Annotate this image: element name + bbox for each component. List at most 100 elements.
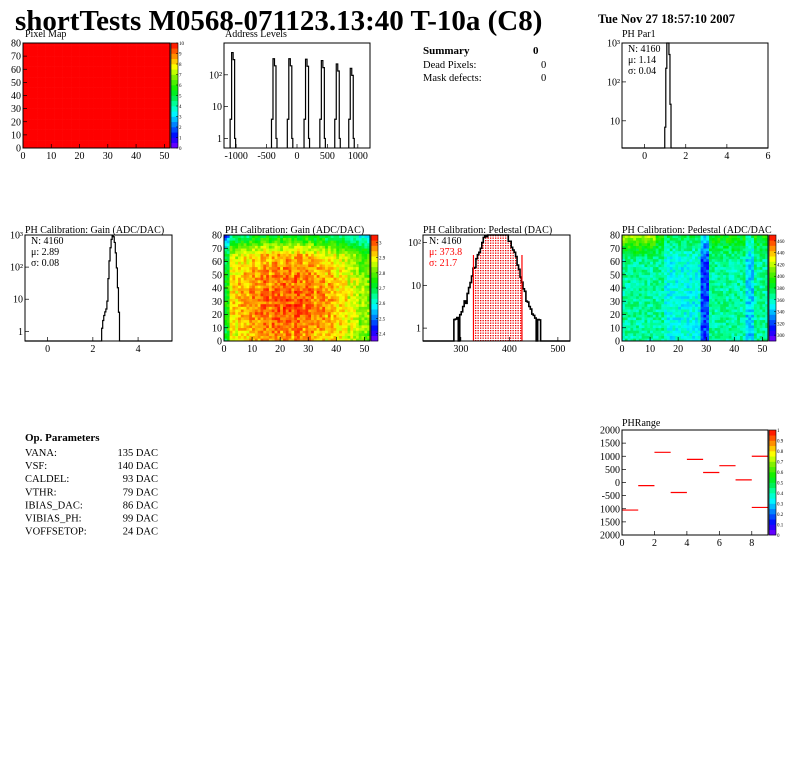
colorbar-tick-label: 2 [179, 126, 182, 131]
heatmap-cell [235, 269, 239, 273]
x-tick-label: 30 [303, 344, 313, 355]
heatmap-cell [88, 140, 92, 144]
heatmap-cell [28, 134, 32, 138]
heatmap-cell [257, 290, 261, 294]
heatmap-cell [68, 98, 72, 102]
heatmap-cell [271, 335, 275, 339]
heatmap-cell [358, 327, 362, 331]
heatmap-cell [243, 277, 247, 281]
heatmap-cell [45, 74, 49, 78]
heatmap-cell [34, 98, 38, 102]
heatmap-cell [113, 77, 117, 81]
heatmap-cell [28, 132, 32, 136]
heatmap-cell [661, 309, 665, 313]
heatmap-cell [76, 85, 80, 88]
heatmap-cell [226, 290, 230, 294]
heatmap-cell [243, 242, 247, 246]
heatmap-cell [282, 280, 287, 283]
heatmap-cell [243, 258, 247, 262]
heatmap-cell [322, 280, 326, 283]
heatmap-cell [235, 298, 239, 302]
heatmap-cell [254, 266, 258, 270]
heatmap-cell [650, 277, 654, 281]
heatmap-cell [127, 85, 131, 88]
heatmap-cell [93, 124, 97, 128]
heatmap-cell [297, 322, 301, 326]
heatmap-cell [48, 127, 52, 130]
heatmap-cell [252, 285, 256, 289]
heatmap-cell [99, 98, 103, 102]
heatmap-cell [85, 108, 89, 112]
heatmap-cell [277, 280, 281, 283]
colorbar-segment [171, 100, 178, 107]
heatmap-cell [93, 116, 97, 120]
heatmap-cell [355, 333, 360, 336]
heatmap-cell [277, 235, 281, 238]
heatmap-cell [167, 127, 171, 130]
heatmap-cell [62, 95, 66, 99]
heatmap-cell [82, 61, 86, 65]
heatmap-cell [110, 50, 114, 54]
heatmap-cell [37, 82, 41, 86]
heatmap-cell [138, 100, 143, 104]
x-tick-label: -1000 [224, 151, 247, 162]
heatmap-cell [121, 77, 126, 81]
x-tick-label: 300 [453, 344, 468, 355]
heatmap-cell [238, 335, 242, 339]
heatmap-cell [322, 258, 326, 262]
heatmap-cell [226, 295, 230, 299]
heatmap-cell [130, 87, 134, 91]
heatmap-cell [650, 335, 654, 339]
heatmap-cell [56, 87, 61, 91]
heatmap-cell [79, 129, 83, 133]
heatmap-cell [54, 103, 58, 107]
heatmap-cell [305, 285, 309, 289]
heatmap-cell [99, 43, 103, 46]
heatmap-cell [240, 248, 244, 252]
heatmap-cell [232, 317, 236, 321]
heatmap-cell [85, 113, 89, 117]
heatmap-cell [327, 301, 331, 305]
heatmap-cell [246, 330, 250, 334]
heatmap-cell [291, 237, 295, 241]
heatmap-cell [282, 266, 287, 270]
heatmap-cell [238, 290, 242, 294]
heatmap-cell [28, 82, 32, 86]
heatmap-cell [347, 293, 351, 297]
heatmap-cell [82, 124, 86, 128]
heatmap-cell [224, 248, 228, 252]
heatmap-cell [266, 285, 270, 289]
heatmap-cell [121, 100, 126, 104]
heatmap-cell [302, 237, 306, 241]
heatmap-cell [79, 71, 83, 75]
heatmap-cell [339, 277, 343, 281]
colorbar-segment [171, 58, 178, 65]
heatmap-cell [235, 242, 239, 246]
heatmap-cell [316, 338, 320, 342]
heatmap-cell [658, 264, 662, 268]
heatmap-cell [266, 303, 270, 307]
heatmap-cell [319, 293, 323, 297]
heatmap-cell [271, 298, 275, 302]
heatmap-cell [107, 119, 111, 123]
heatmap-cell [39, 129, 44, 133]
heatmap-cell [158, 124, 162, 128]
heatmap-cell [62, 106, 66, 109]
heatmap-cell [51, 145, 55, 149]
heatmap-cell [226, 333, 230, 336]
heatmap-cell [288, 245, 292, 249]
heatmap-cell [655, 277, 659, 281]
heatmap-cell [116, 74, 120, 78]
heatmap-cell [260, 333, 264, 336]
heatmap-cell [636, 295, 640, 299]
heatmap-cell [31, 74, 35, 78]
heatmap-cell [25, 113, 29, 117]
heatmap-cell [110, 71, 114, 75]
heatmap-cell [246, 277, 250, 281]
heatmap-cell [308, 306, 312, 310]
heatmap-cell [633, 301, 637, 305]
heatmap-cell [638, 242, 642, 246]
heatmap-cell [31, 129, 35, 133]
heatmap-cell [65, 106, 69, 109]
heatmap-cell [627, 311, 631, 315]
